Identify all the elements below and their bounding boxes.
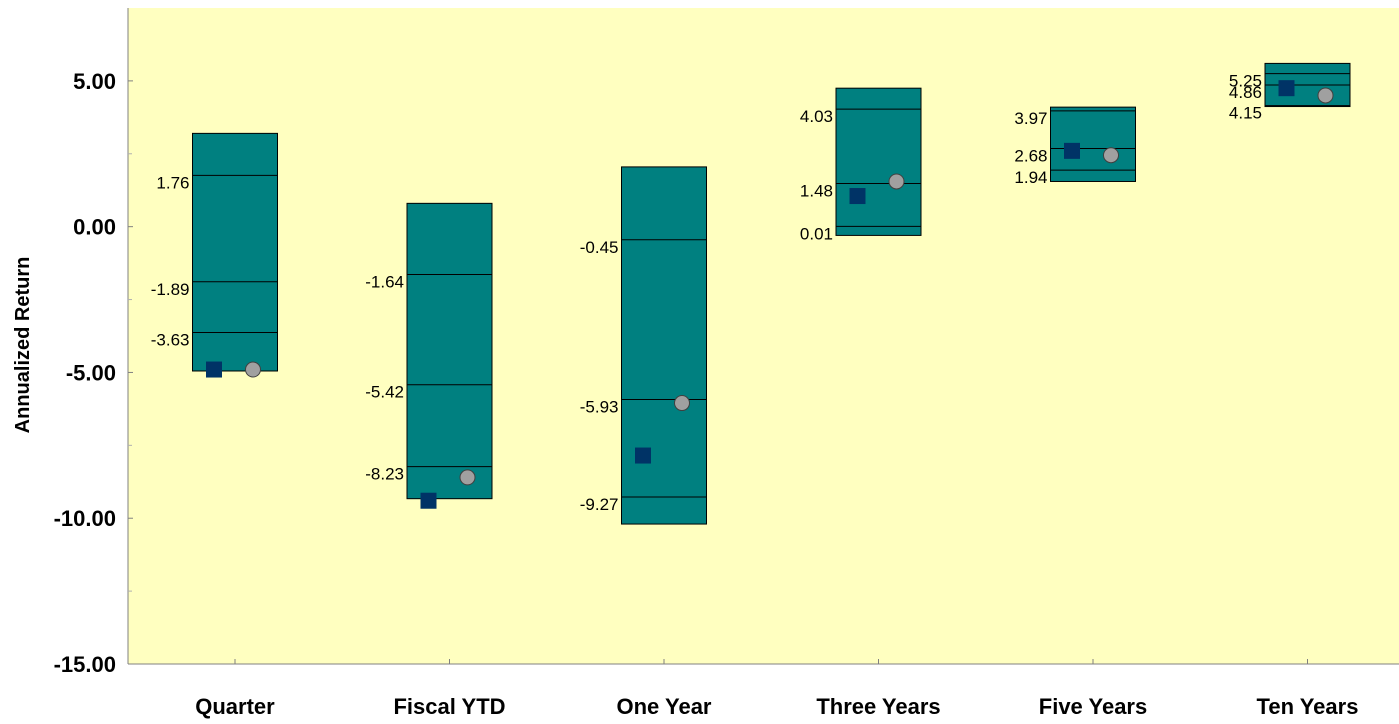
range-bar [192, 132, 278, 372]
y-axis-title: Annualized Return [12, 257, 34, 434]
circle-marker [888, 173, 905, 190]
square-marker [635, 447, 651, 464]
percentile-label: 4.86 [1229, 83, 1262, 102]
percentile-label: 1.76 [156, 173, 189, 192]
range-bar [406, 202, 493, 500]
y-tick-label: 5.00 [73, 69, 116, 94]
percentile-label: 4.03 [800, 107, 833, 126]
category-label: Ten Years [1257, 694, 1359, 719]
percentile-label: -3.63 [151, 331, 190, 350]
percentile-label: 5.25 [1229, 72, 1262, 91]
percentile-label: 1.94 [1014, 168, 1047, 187]
percentile-label: 4.15 [1229, 104, 1262, 123]
range-bar [835, 87, 922, 236]
y-tick-label: -15.00 [54, 652, 116, 677]
percentile-label: -0.45 [580, 238, 619, 257]
percentile-label: -1.89 [151, 280, 190, 299]
circle-marker [1103, 147, 1119, 164]
percentile-label: -5.93 [580, 398, 619, 417]
range-bar [621, 166, 707, 525]
category-label: One Year [617, 694, 712, 719]
y-tick-label: -10.00 [54, 506, 116, 531]
y-tick-label: -5.00 [66, 360, 116, 385]
square-marker [1064, 142, 1080, 159]
y-ticks: 5.00 0.00 -5.00 -10.00 -15.00 [54, 69, 133, 677]
percentile-label: 0.01 [800, 224, 833, 243]
square-marker [1278, 80, 1295, 97]
y-tick-label: 0.00 [73, 215, 116, 240]
circle-marker [245, 361, 261, 378]
percentile-label: -9.27 [580, 495, 619, 514]
percentile-label: 2.68 [1014, 147, 1047, 166]
percentile-label: -1.64 [365, 272, 404, 291]
circle-marker [459, 469, 476, 486]
series-markers [206, 80, 1334, 509]
circle-marker [674, 395, 690, 412]
square-marker [420, 492, 437, 509]
category-label: Fiscal YTD [393, 694, 505, 719]
square-marker [206, 361, 222, 378]
category-label: Three Years [816, 694, 940, 719]
plot-area [128, 8, 1399, 664]
range-bars: 1.76 -1.89 -3.63 -1.64 -5.42 -8.23 -0.45 -5.93 -… [151, 62, 1351, 525]
x-categories: Quarter Fiscal YTD One Year Three Years Five… [195, 659, 1358, 719]
percentile-label: 3.97 [1014, 109, 1047, 128]
category-label: Quarter [195, 694, 275, 719]
category-label: Five Years [1039, 694, 1147, 719]
percentile-label: 1.48 [800, 182, 833, 201]
percentile-label: -8.23 [365, 465, 404, 484]
square-marker [849, 188, 866, 205]
circle-marker [1317, 87, 1334, 104]
percentile-label: -5.42 [365, 383, 404, 402]
